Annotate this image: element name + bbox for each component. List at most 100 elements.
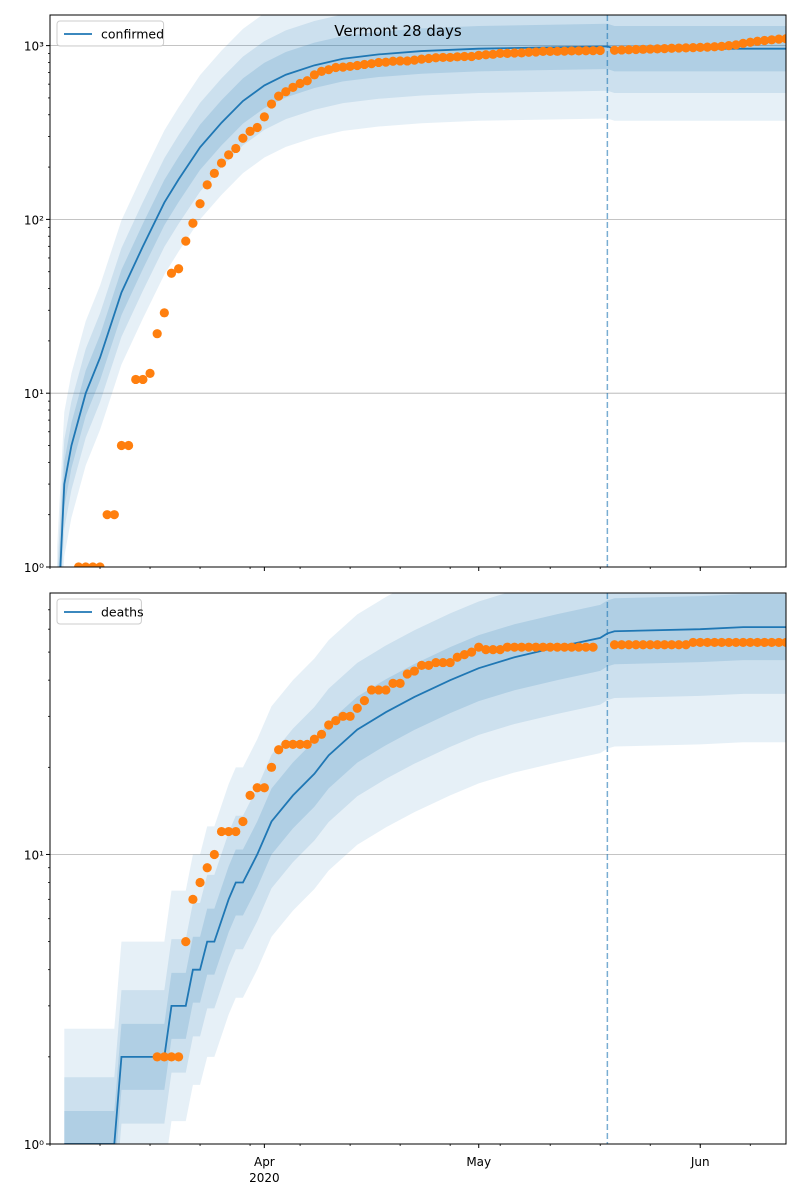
observed-point <box>395 56 405 66</box>
observed-point <box>617 45 627 55</box>
observed-point <box>781 637 786 648</box>
plot-area <box>50 593 786 1144</box>
observed-point <box>681 43 691 53</box>
observed-point <box>81 562 91 567</box>
observed-point <box>309 70 319 80</box>
observed-point <box>745 37 755 47</box>
observed-point <box>545 46 555 57</box>
observed-point <box>402 669 412 679</box>
observed-point <box>281 739 291 749</box>
observed-point <box>731 637 741 648</box>
observed-point <box>388 678 398 688</box>
observed-point <box>402 56 412 66</box>
observed-point <box>524 47 534 57</box>
observed-point <box>752 637 763 648</box>
observed-point <box>238 816 248 827</box>
observed-point <box>374 685 384 695</box>
observed-point <box>466 647 477 657</box>
legend-label: deaths <box>101 605 144 620</box>
observed-point <box>288 82 298 92</box>
observed-point <box>709 42 720 52</box>
y-tick-label: 10⁰ <box>24 561 44 575</box>
observed-point <box>559 642 570 652</box>
observed-point <box>502 642 512 652</box>
observed-point <box>567 642 577 652</box>
observed-point <box>559 46 570 56</box>
observed-point <box>188 218 198 228</box>
y-tick-label: 10¹ <box>24 848 44 862</box>
observed-point <box>116 440 127 451</box>
y-tick-label: 10¹ <box>24 387 44 401</box>
observed-point <box>452 652 462 662</box>
observed-point <box>717 41 727 51</box>
observed-point <box>295 78 305 89</box>
observed-point <box>674 640 684 650</box>
observed-point <box>152 1052 162 1062</box>
observed-point <box>438 52 448 63</box>
observed-point <box>381 685 391 695</box>
observed-point <box>667 640 677 650</box>
model-median-line <box>64 626 786 1144</box>
observed-point <box>702 637 712 648</box>
observed-point <box>717 637 727 648</box>
observed-point <box>424 660 434 670</box>
middle-uncertainty-band <box>64 593 786 1144</box>
observed-point <box>781 34 786 44</box>
observed-point <box>495 645 505 655</box>
observed-point <box>124 440 134 451</box>
observed-point <box>538 642 548 652</box>
observed-point <box>474 642 484 652</box>
observed-point <box>252 122 262 133</box>
observed-point <box>266 762 277 772</box>
observed-point <box>181 937 191 947</box>
observed-point <box>281 87 291 97</box>
x-tick-label: Jun <box>690 1155 710 1169</box>
observed-point <box>474 50 484 60</box>
observed-point <box>238 133 248 143</box>
observed-point <box>259 112 269 122</box>
observed-point <box>552 642 562 652</box>
observed-point <box>495 48 505 58</box>
observed-point <box>738 637 748 648</box>
observed-point <box>181 236 191 246</box>
observed-point <box>166 268 177 278</box>
observed-point <box>359 59 370 70</box>
observed-point <box>366 685 377 695</box>
observed-point <box>209 849 219 860</box>
observed-point <box>338 711 348 721</box>
observed-point <box>431 657 441 668</box>
observed-point <box>174 264 184 274</box>
observed-point <box>138 374 148 385</box>
observed-point <box>688 637 698 648</box>
observed-point <box>774 637 784 648</box>
observed-point <box>438 657 448 668</box>
observed-point <box>517 642 527 652</box>
legend: deaths <box>56 598 144 625</box>
observed-point <box>359 695 370 706</box>
middle-uncertainty-band <box>57 15 786 567</box>
observed-point <box>481 50 491 60</box>
observed-point <box>174 1052 184 1062</box>
observed-point <box>688 42 698 53</box>
observed-point <box>738 38 748 48</box>
observed-point <box>274 91 284 101</box>
observed-point <box>424 53 434 64</box>
observed-point <box>652 640 662 650</box>
observed-point <box>295 739 305 749</box>
observed-point <box>245 126 255 136</box>
observed-point <box>324 65 334 75</box>
observed-point <box>302 76 312 86</box>
observed-point <box>209 168 219 178</box>
observed-point <box>259 783 269 793</box>
observed-point <box>659 640 670 650</box>
y-tick-label: 10² <box>24 213 44 227</box>
observed-point <box>266 99 277 109</box>
observed-point <box>445 52 455 63</box>
observed-point <box>459 650 470 660</box>
observed-point <box>509 642 520 652</box>
observed-point <box>581 46 591 56</box>
legend: confirmed <box>56 20 165 47</box>
observed-point <box>381 57 391 67</box>
x-tick-sublabel: 2020 <box>249 1171 280 1185</box>
